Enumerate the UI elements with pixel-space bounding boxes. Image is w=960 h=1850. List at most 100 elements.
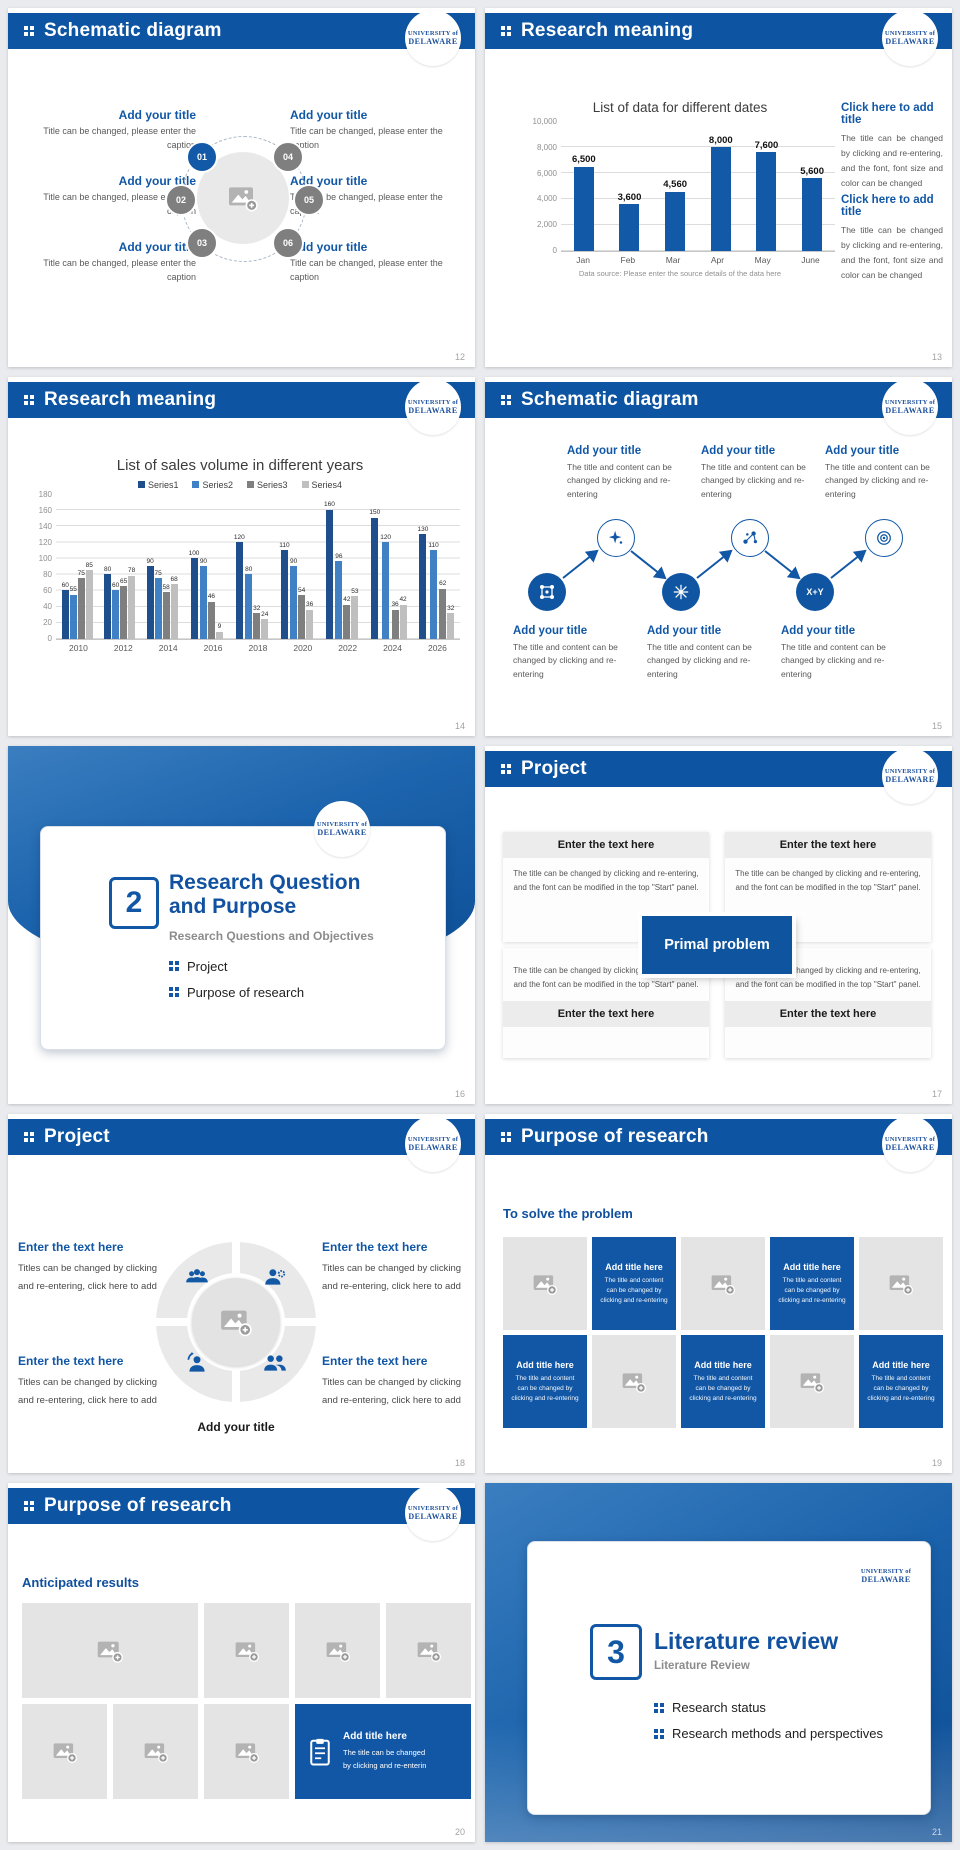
add-title-tile[interactable]: Add title here The title and content can…	[681, 1335, 765, 1429]
bar-column: 60	[112, 581, 120, 639]
primal-problem-box[interactable]: Primal problem	[642, 915, 792, 974]
bar-group: 110 90 54 36	[279, 541, 313, 639]
university-of-delaware-logo: UNIVERSITY of DELAWARE	[882, 747, 938, 804]
click-to-add-block-1[interactable]: Click here to add title The title can be…	[841, 102, 943, 191]
image-tile[interactable]	[592, 1335, 676, 1429]
bar-value-label: 85	[85, 561, 93, 569]
bar-column: 7,600	[755, 141, 778, 251]
enter-text-block-1[interactable]: Enter the text here Titles can be change…	[18, 1240, 158, 1292]
image-tile[interactable]	[295, 1603, 380, 1699]
bar	[419, 534, 427, 639]
bar	[61, 590, 69, 639]
x-tick-label: 2010	[68, 642, 88, 653]
image-tile[interactable]	[503, 1237, 587, 1331]
molecule-icon	[731, 518, 769, 557]
slide-thumbnail-19[interactable]: Purpose of research UNIVERSITY of DELAWA…	[485, 1114, 952, 1474]
title-block-6: Add your title Title can be changed, ple…	[290, 240, 443, 282]
section-title: Research Question and Purpose	[169, 870, 361, 918]
slide-title: Project	[521, 757, 587, 779]
bar	[207, 601, 215, 639]
step-node-04: 04	[272, 141, 304, 173]
bar	[215, 631, 223, 639]
y-tick-label: 10,000	[532, 117, 557, 126]
slide-thumbnail-12[interactable]: Schematic diagram UNIVERSITY of DELAWARE…	[8, 8, 475, 367]
image-tile[interactable]	[681, 1237, 765, 1331]
bar	[382, 542, 390, 639]
enter-text-block-4[interactable]: Enter the text here Titles can be change…	[322, 1354, 462, 1406]
bar-column: 160	[324, 502, 335, 639]
bar-value-label: 110	[279, 541, 290, 549]
bar-value-label: 130	[417, 525, 429, 533]
y-tick-label: 120	[38, 537, 52, 547]
squares-bullet-icon	[169, 987, 173, 992]
click-to-add-block-2[interactable]: Click here to add title The title can be…	[841, 194, 943, 280]
bar-group: 120 80 32 24	[234, 534, 269, 639]
image-placeholder-icon	[234, 1739, 260, 1765]
section-item[interactable]: Research status	[654, 1700, 766, 1715]
bar-value-label: 60	[112, 581, 120, 589]
image-tile[interactable]	[22, 1704, 107, 1800]
image-tile[interactable]	[22, 1603, 198, 1699]
bar-value-label: 75	[77, 569, 85, 577]
bar-column: 68	[170, 575, 178, 639]
university-of-delaware-logo: UNIVERSITY of DELAWARE	[405, 1485, 461, 1542]
y-tick-label: 6,000	[536, 168, 557, 178]
squares-bullet-icon	[24, 394, 28, 399]
add-title-card[interactable]: Add title here The title can be changed …	[295, 1704, 471, 1800]
image-tile[interactable]	[859, 1237, 943, 1331]
image-placeholder-icon	[234, 1638, 260, 1664]
add-title-tile[interactable]: Add title here The title and content can…	[770, 1237, 854, 1331]
enter-text-block-2[interactable]: Enter the text here Titles can be change…	[18, 1354, 158, 1406]
image-tile[interactable]	[204, 1603, 289, 1699]
bar-value-label: 68	[170, 575, 178, 583]
squares-bullet-icon	[501, 394, 505, 399]
add-title-tile[interactable]: Add title here The title and content can…	[859, 1335, 943, 1429]
image-tile[interactable]	[204, 1704, 289, 1800]
section-item[interactable]: Project	[169, 959, 227, 974]
university-of-delaware-logo: UNIVERSITY of DELAWARE	[405, 1116, 461, 1173]
text-card-bottom-left[interactable]: The title can be changed by clicking and…	[503, 947, 709, 1058]
image-tile[interactable]	[770, 1335, 854, 1429]
step-node-06: 06	[272, 227, 304, 259]
page-number: 17	[931, 1089, 942, 1100]
bar-column: 130	[417, 525, 429, 639]
slide-thumbnail-17[interactable]: Project UNIVERSITY of DELAWARE Enter the…	[485, 745, 952, 1105]
add-title-tile[interactable]: Add title here The title and content can…	[592, 1237, 676, 1331]
squares-bullet-icon	[24, 1501, 28, 1506]
x-tick-label: 2026	[427, 642, 447, 653]
bar-value-label: 53	[351, 587, 359, 595]
step-node-05: 05	[293, 184, 325, 216]
section-item[interactable]: Purpose of research	[169, 985, 304, 1000]
chart-source-caption: Data source: Please enter the source det…	[578, 269, 782, 278]
bar-column: 85	[85, 561, 93, 639]
slide-thumbnail-16[interactable]: 2 Research Question and Purpose Research…	[8, 745, 475, 1105]
section-number: 3	[590, 1624, 642, 1681]
slide-thumbnail-20[interactable]: Purpose of research UNIVERSITY of DELAWA…	[8, 1483, 475, 1842]
add-title-tile[interactable]: Add title here The title and content can…	[503, 1335, 587, 1429]
block-title: Add your title	[118, 108, 196, 122]
slide-thumbnail-18[interactable]: Project UNIVERSITY of DELAWARE Enter the…	[8, 1114, 475, 1474]
x-tick-label: Jan	[576, 255, 590, 265]
legend-swatch	[247, 481, 254, 489]
bar-column: 150	[369, 510, 380, 639]
bar	[447, 613, 455, 639]
slide-thumbnail-13[interactable]: Research meaning UNIVERSITY of DELAWARE …	[485, 8, 952, 367]
page-number: 14	[454, 720, 465, 731]
image-tile[interactable]	[386, 1603, 471, 1699]
slide-header-bar: Purpose of research	[8, 1488, 475, 1525]
text-card-top-left[interactable]: Enter the text here The title can be cha…	[503, 831, 709, 942]
slide-thumbnail-14[interactable]: Research meaning UNIVERSITY of DELAWARE …	[8, 376, 475, 736]
section-item[interactable]: Research methods and perspectives	[654, 1726, 883, 1741]
center-image-placeholder[interactable]	[192, 1278, 280, 1367]
slide-thumbnail-21[interactable]: UNIVERSITY of DELAWARE 3 Literature revi…	[485, 1483, 952, 1842]
legend-swatch	[137, 481, 145, 489]
bar	[120, 586, 128, 639]
flow-text-bottom-2: Add your title The title and content can…	[647, 624, 752, 679]
bar-column: 36	[391, 602, 399, 639]
slide-thumbnail-15[interactable]: Schematic diagram UNIVERSITY of DELAWARE…	[485, 376, 952, 736]
flow-arrows	[562, 549, 867, 580]
image-tile[interactable]	[113, 1704, 198, 1800]
enter-text-block-3[interactable]: Enter the text here Titles can be change…	[322, 1240, 462, 1292]
bar	[235, 542, 243, 639]
bar-value-label: 58	[162, 583, 170, 591]
